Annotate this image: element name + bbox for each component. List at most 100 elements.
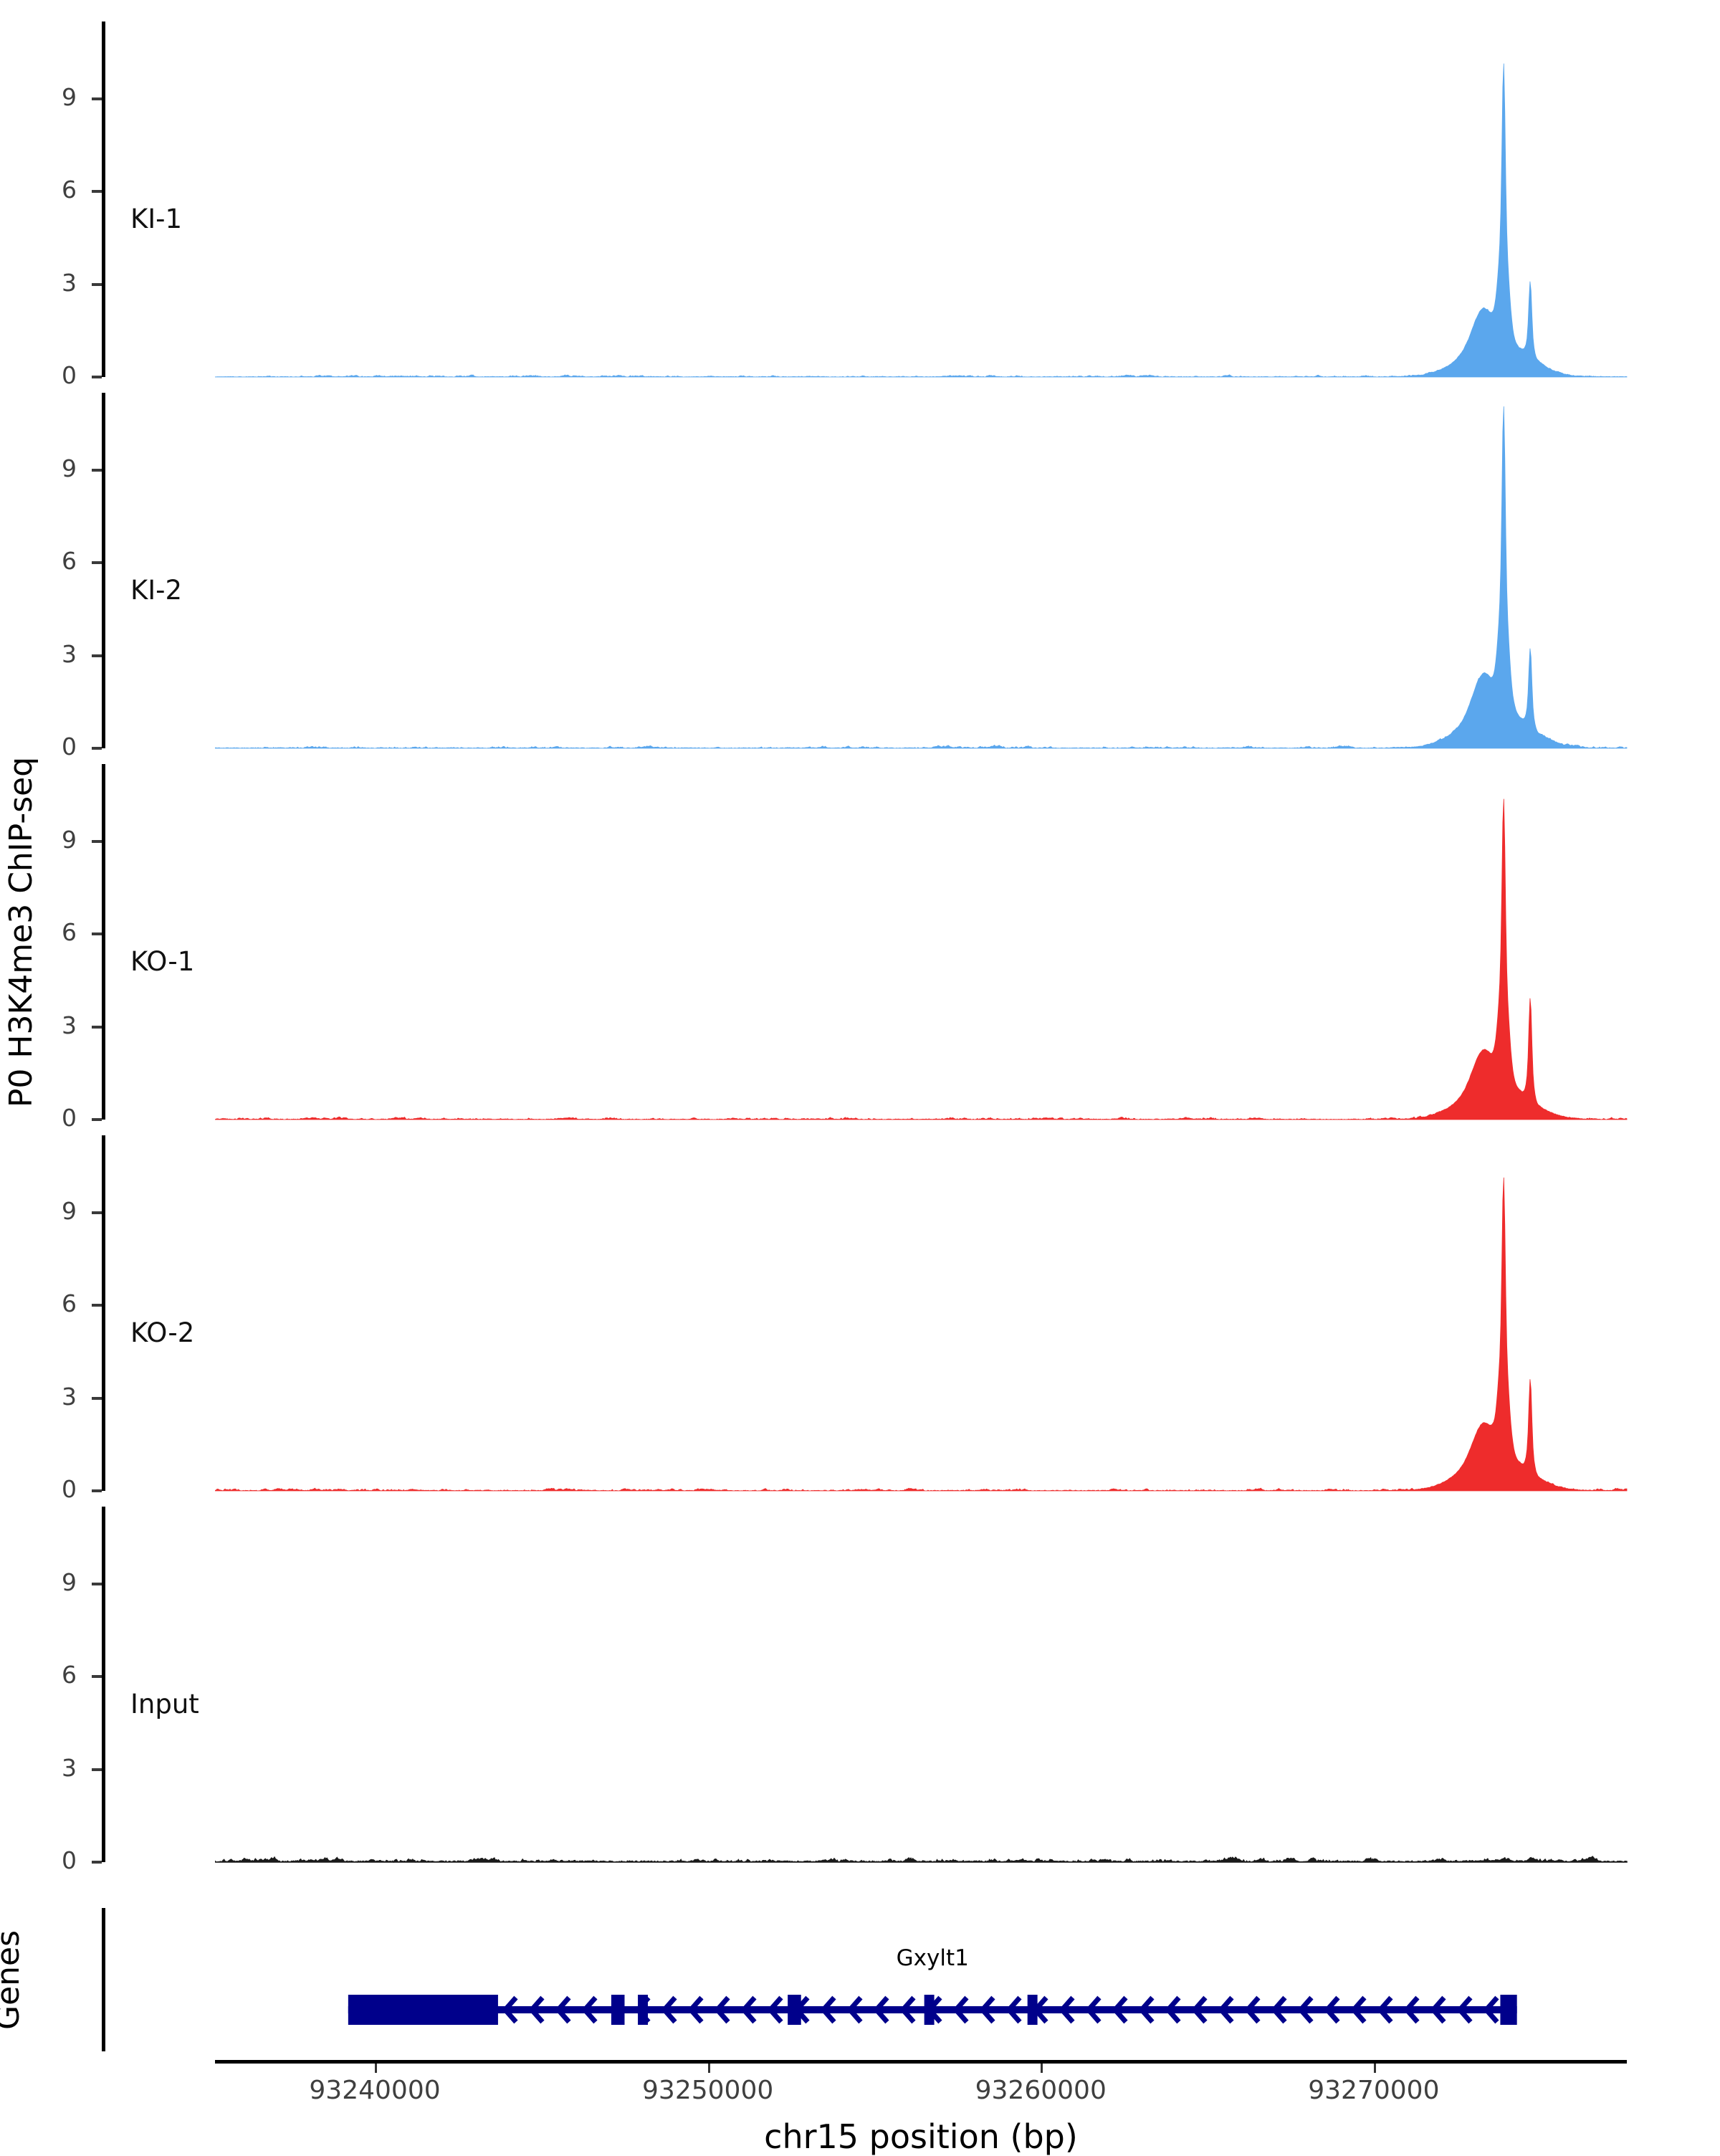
strand-arrow-icon — [1085, 1995, 1102, 2024]
x-tick-93250000 — [707, 2064, 710, 2073]
genes-axis-spine — [102, 1908, 105, 2051]
y-tick-ki-2-9 — [92, 468, 102, 472]
y-tick-ki-1-6 — [92, 190, 102, 194]
y-tick-ki-2-3 — [92, 654, 102, 657]
x-tick-label-93260000: 93260000 — [975, 2076, 1107, 2105]
strand-arrow-icon — [846, 1995, 863, 2024]
gene-exon-2 — [638, 1995, 649, 2025]
y-tick-label-ki-2-6: 6 — [62, 547, 77, 576]
strand-arrow-icon — [1297, 1995, 1314, 2024]
y-tick-label-input-0: 0 — [62, 1846, 77, 1874]
y-tick-label-ki-1-3: 3 — [62, 268, 77, 297]
strand-arrow-icon — [1350, 1995, 1367, 2024]
y-tick-label-ko-1-6: 6 — [62, 918, 77, 947]
y-axis-spine-ko-2 — [102, 1135, 105, 1491]
strand-arrow-icon — [1138, 1995, 1155, 2024]
strand-arrow-icon — [1324, 1995, 1340, 2024]
strand-arrow-icon — [1112, 1995, 1128, 2024]
y-tick-label-ko-1-3: 3 — [62, 1011, 77, 1039]
y-tick-label-ki-1-9: 9 — [62, 82, 77, 111]
y-tick-label-ko-2-6: 6 — [62, 1289, 77, 1318]
signal-area-ko-1 — [215, 798, 1628, 1120]
y-tick-label-ko-1-9: 9 — [62, 825, 77, 854]
strand-arrow-icon — [1403, 1995, 1420, 2024]
y-tick-input-9 — [92, 1582, 102, 1585]
y-tick-ko-1-3 — [92, 1025, 102, 1029]
strand-arrow-icon — [899, 1995, 916, 2024]
gene-exon-6 — [1500, 1995, 1517, 2025]
track-label-input: Input — [130, 1689, 199, 1720]
strand-arrow-icon — [1218, 1995, 1234, 2024]
strand-arrow-icon — [555, 1995, 571, 2024]
y-tick-label-input-3: 3 — [62, 1753, 77, 1782]
y-tick-ko-2-6 — [92, 1304, 102, 1307]
x-tick-93260000 — [1041, 2064, 1043, 2073]
strand-arrow-icon — [502, 1995, 518, 2024]
y-tick-ko-2-3 — [92, 1396, 102, 1400]
gene-model[interactable] — [0, 1967, 1720, 2053]
y-tick-label-ko-2-9: 9 — [62, 1196, 77, 1225]
strand-arrow-icon — [1059, 1995, 1075, 2024]
x-tick-label-93270000: 93270000 — [1308, 2076, 1440, 2105]
y-tick-label-ki-1-6: 6 — [62, 176, 77, 204]
y-tick-label-ko-2-3: 3 — [62, 1382, 77, 1411]
y-tick-label-ko-2-0: 0 — [62, 1475, 77, 1503]
strand-arrow-icon — [767, 1995, 783, 2024]
x-tick-93240000 — [375, 2064, 378, 2073]
signal-area-ki-1 — [215, 63, 1628, 378]
gene-utr-block — [348, 1995, 498, 2025]
y-tick-ki-2-0 — [92, 747, 102, 750]
strand-arrow-icon — [820, 1995, 836, 2024]
track-label-ko-2: KO-2 — [130, 1317, 195, 1349]
y-tick-ko-2-0 — [92, 1489, 102, 1492]
track-label-ki-2: KI-2 — [130, 575, 183, 606]
strand-arrow-icon — [1483, 1995, 1499, 2024]
strand-arrow-icon — [581, 1995, 598, 2024]
strand-arrow-icon — [661, 1995, 677, 2024]
y-tick-label-input-6: 6 — [62, 1661, 77, 1689]
y-tick-label-input-9: 9 — [62, 1568, 77, 1596]
x-tick-label-93250000: 93250000 — [642, 2076, 774, 2105]
gene-exon-5 — [1027, 1995, 1038, 2025]
gene-name-label: Gxylt1 — [896, 1945, 969, 1971]
x-tick-93270000 — [1373, 2064, 1376, 2073]
y-tick-ki-2-6 — [92, 561, 102, 565]
strand-arrow-icon — [1377, 1995, 1393, 2024]
signal-area-ki-2 — [215, 406, 1628, 749]
strand-arrow-icon — [687, 1995, 704, 2024]
y-tick-ko-1-0 — [92, 1118, 102, 1121]
strand-arrow-icon — [1244, 1995, 1261, 2024]
y-tick-ko-1-6 — [92, 932, 102, 936]
y-tick-input-0 — [92, 1861, 102, 1864]
strand-arrow-icon — [1005, 1995, 1022, 2024]
y-tick-label-ko-1-0: 0 — [62, 1104, 77, 1132]
y-tick-ki-1-9 — [92, 97, 102, 100]
signal-area-ko-2 — [215, 1177, 1628, 1492]
strand-arrow-icon — [1191, 1995, 1208, 2024]
y-tick-label-ki-2-9: 9 — [62, 454, 77, 482]
y-tick-label-ki-2-3: 3 — [62, 639, 77, 668]
strand-arrow-icon — [740, 1995, 757, 2024]
y-axis-spine-ko-1 — [102, 764, 105, 1120]
y-axis-spine-ki-1 — [102, 22, 105, 377]
x-tick-label-93240000: 93240000 — [309, 2076, 441, 2105]
strand-arrow-icon — [1165, 1995, 1181, 2024]
y-tick-ki-1-0 — [92, 376, 102, 378]
gene-exon-3 — [788, 1995, 801, 2025]
track-label-ki-1: KI-1 — [130, 204, 183, 235]
gene-exon-4 — [924, 1995, 935, 2025]
y-tick-label-ki-2-0: 0 — [62, 733, 77, 760]
y-axis-spine-input — [102, 1507, 105, 1862]
gene-exon-1 — [611, 1995, 625, 2025]
strand-arrow-icon — [873, 1995, 889, 2024]
y-tick-input-3 — [92, 1768, 102, 1771]
strand-arrow-icon — [528, 1995, 545, 2024]
y-axis-spine-ki-2 — [102, 393, 105, 748]
y-tick-ko-1-9 — [92, 839, 102, 843]
y-tick-label-ki-1-0: 0 — [62, 361, 77, 389]
x-axis-label: chr15 position (bp) — [764, 2117, 1078, 2156]
signal-area-input — [215, 1856, 1628, 1864]
x-axis-line — [215, 2060, 1627, 2064]
strand-arrow-icon — [1271, 1995, 1287, 2024]
